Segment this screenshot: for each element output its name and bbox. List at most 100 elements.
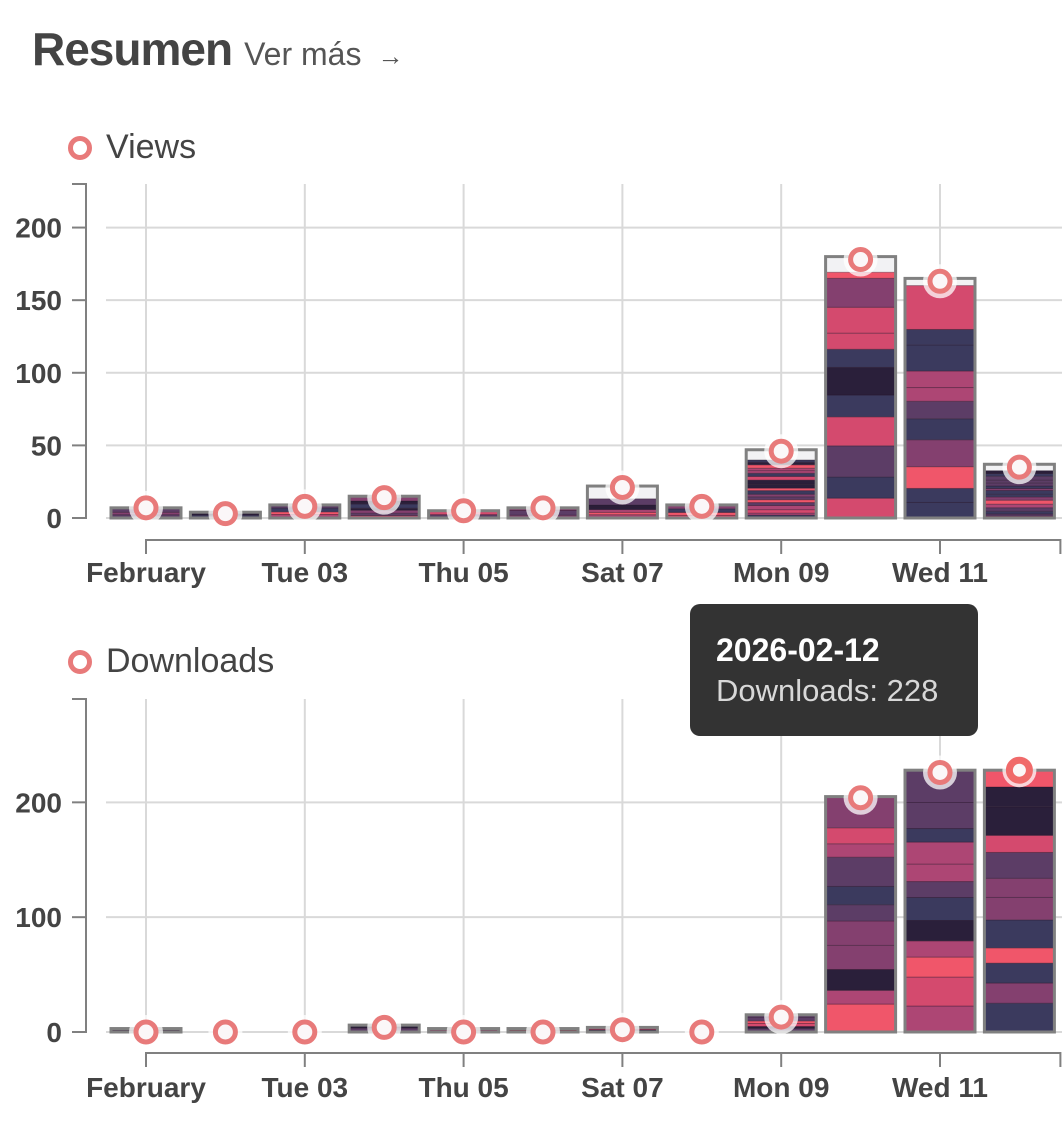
data-point-marker	[371, 485, 397, 511]
data-point-marker	[292, 493, 318, 519]
bar-segment	[983, 919, 1055, 949]
data-point-marker	[133, 1019, 159, 1045]
bar-segment	[745, 490, 817, 495]
arrow-right-icon[interactable]: →	[377, 41, 404, 71]
x-tick-label: Thu 05	[418, 1072, 508, 1103]
x-tick-label: Mon 09	[733, 1072, 829, 1103]
bar-segment	[825, 306, 897, 334]
y-tick-label: 0	[46, 503, 62, 534]
y-tick-label: 50	[31, 430, 62, 461]
bar-segment	[745, 509, 817, 514]
data-point-marker	[848, 785, 874, 811]
bar-segment	[983, 962, 1055, 984]
bar-segment	[983, 877, 1055, 898]
bar-segment	[825, 445, 897, 478]
bar-segment	[983, 507, 1055, 512]
data-point-marker	[768, 1004, 794, 1030]
bar-segment	[904, 400, 976, 420]
bar-segment	[983, 851, 1055, 879]
page-title: Resumen	[32, 23, 233, 75]
data-point-marker	[848, 247, 874, 273]
x-tick-label: February	[86, 1072, 206, 1103]
bar-segment	[904, 439, 976, 468]
bar-segment	[904, 863, 976, 883]
data-point-marker	[609, 475, 635, 501]
tooltip-date: 2026-02-12	[716, 632, 880, 668]
bar-segment	[983, 499, 1055, 505]
bar-segment	[745, 504, 817, 511]
circle-marker-icon	[68, 135, 92, 160]
bar-segment	[745, 483, 817, 489]
circle-marker-icon	[68, 649, 92, 674]
data-point-marker	[451, 498, 477, 524]
bar-segment	[745, 475, 817, 481]
data-point-marker	[530, 1019, 556, 1045]
data-point-marker	[451, 1019, 477, 1045]
x-axis	[145, 1052, 1062, 1067]
data-point-marker	[292, 1019, 318, 1045]
data-point-marker	[371, 1014, 397, 1040]
x-tick-label: Mon 09	[733, 557, 829, 588]
bar-segment	[904, 328, 976, 346]
bar-segment	[825, 497, 897, 519]
bar-segment	[825, 394, 897, 418]
x-tick-label: Sat 07	[581, 557, 664, 588]
data-point-marker	[212, 501, 238, 527]
views-legend[interactable]: Views	[68, 128, 196, 167]
bar-segment	[904, 896, 976, 921]
downloads-legend-label: Downloads	[106, 642, 275, 680]
bar-segment	[825, 904, 897, 922]
bar-segment	[825, 366, 897, 396]
x-tick-label: Thu 05	[418, 557, 508, 588]
section-header: Resumen Ver más →	[32, 22, 403, 76]
x-tick-label: February	[86, 557, 206, 588]
bar-segment	[825, 856, 897, 887]
bar-segment	[825, 476, 897, 499]
bar-segment	[825, 944, 897, 970]
bar-segment	[904, 940, 976, 958]
bar-segment	[983, 489, 1055, 495]
y-axis	[72, 183, 87, 519]
data-point-marker	[927, 759, 953, 785]
y-tick-label: 100	[15, 358, 62, 389]
x-tick-label: Wed 11	[892, 557, 988, 588]
chart-tooltip: 2026-02-12 Downloads: 228	[690, 604, 978, 736]
bar-segment	[904, 881, 976, 898]
y-tick-label: 200	[15, 213, 62, 244]
bar-segment	[825, 843, 897, 858]
tooltip-value: Downloads: 228	[716, 673, 939, 708]
bar-segment	[904, 387, 976, 402]
bar-segment	[904, 956, 976, 978]
data-point-marker	[689, 1019, 715, 1045]
bar-segment	[904, 370, 976, 389]
see-more-link[interactable]: Ver más	[244, 36, 362, 72]
x-tick-label: Sat 07	[581, 1072, 664, 1103]
data-point-marker	[530, 495, 556, 521]
bar-segment	[983, 1002, 1055, 1033]
downloads-legend[interactable]: Downloads	[68, 642, 274, 681]
downloads-chart: 0 100 200 February Tue 03 Thu 05 Sat 07 Mon 09 W…	[15, 698, 1062, 1103]
bar-segment	[825, 920, 897, 946]
bar-segment	[825, 885, 897, 906]
stacked-bar	[982, 768, 1056, 1034]
bar-segment	[904, 801, 976, 830]
bar-segment	[904, 1005, 976, 1033]
bar-segment	[904, 841, 976, 865]
data-point-marker	[927, 268, 953, 294]
stacked-bar	[824, 255, 898, 520]
bar-segment	[983, 896, 1055, 921]
y-axis	[72, 698, 87, 1033]
bar-segment	[983, 947, 1055, 964]
stacked-bar	[903, 768, 977, 1034]
bar-segment	[825, 989, 897, 1005]
bar-segment	[904, 466, 976, 489]
bar-segment	[904, 418, 976, 441]
x-tick-label: Tue 03	[261, 1072, 348, 1103]
bar-segment	[904, 919, 976, 942]
bar-segment	[825, 332, 897, 350]
bar-segment	[904, 344, 976, 372]
data-point-marker	[689, 493, 715, 519]
bar-segment	[745, 479, 817, 485]
data-point-marker	[212, 1019, 238, 1045]
data-point-marker	[768, 438, 794, 464]
